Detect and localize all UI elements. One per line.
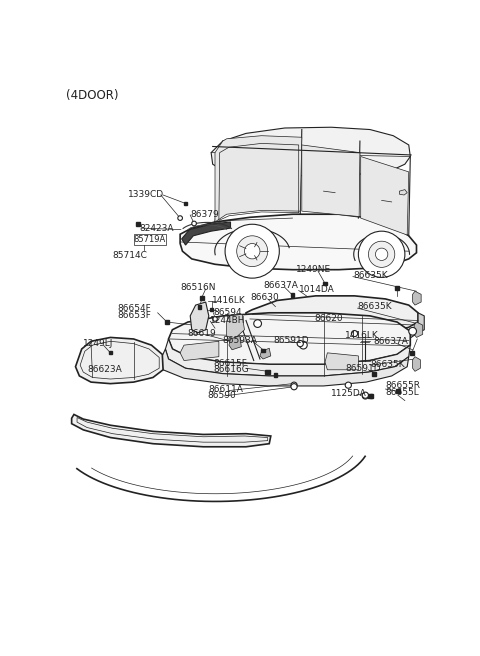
Text: 1249LJ: 1249LJ bbox=[83, 339, 114, 348]
Bar bbox=[368, 394, 372, 398]
Text: 85719A: 85719A bbox=[134, 235, 166, 244]
Bar bbox=[396, 390, 400, 393]
Text: 86635K: 86635K bbox=[353, 272, 387, 280]
Circle shape bbox=[362, 392, 369, 398]
Polygon shape bbox=[413, 291, 421, 305]
Text: 86590: 86590 bbox=[207, 392, 236, 400]
Circle shape bbox=[369, 241, 395, 268]
Bar bbox=[136, 222, 140, 226]
Polygon shape bbox=[360, 157, 409, 235]
Polygon shape bbox=[413, 357, 420, 371]
Polygon shape bbox=[414, 322, 423, 337]
Text: 86593A: 86593A bbox=[223, 336, 258, 345]
Text: 86630: 86630 bbox=[251, 293, 279, 302]
Polygon shape bbox=[72, 415, 271, 447]
Text: 86653F: 86653F bbox=[117, 310, 151, 319]
Polygon shape bbox=[168, 313, 410, 364]
Circle shape bbox=[225, 224, 279, 278]
Text: 1339CD: 1339CD bbox=[128, 190, 164, 199]
Circle shape bbox=[300, 341, 307, 349]
Circle shape bbox=[375, 248, 388, 260]
Circle shape bbox=[297, 340, 303, 346]
Bar bbox=[200, 297, 204, 300]
Text: 86619: 86619 bbox=[188, 329, 216, 338]
Circle shape bbox=[254, 319, 262, 327]
Text: 1416LK: 1416LK bbox=[345, 331, 379, 340]
Text: 1125DA: 1125DA bbox=[331, 389, 367, 398]
Circle shape bbox=[178, 216, 182, 220]
Text: 86637A: 86637A bbox=[263, 281, 298, 291]
Circle shape bbox=[244, 243, 260, 259]
Bar bbox=[210, 308, 214, 311]
Text: 86655L: 86655L bbox=[385, 388, 419, 397]
Text: 86655R: 86655R bbox=[385, 380, 420, 390]
Text: 86637A: 86637A bbox=[373, 337, 408, 346]
Circle shape bbox=[409, 327, 417, 335]
Text: 86623A: 86623A bbox=[87, 365, 122, 375]
Polygon shape bbox=[181, 222, 230, 245]
Bar bbox=[372, 373, 376, 377]
Text: 85714C: 85714C bbox=[113, 251, 147, 260]
Polygon shape bbox=[229, 336, 241, 350]
Circle shape bbox=[362, 393, 369, 399]
Text: 1249NE: 1249NE bbox=[296, 265, 332, 274]
Polygon shape bbox=[180, 215, 417, 270]
Polygon shape bbox=[161, 349, 409, 386]
Text: 86616G: 86616G bbox=[214, 365, 249, 375]
Bar bbox=[265, 370, 270, 375]
Polygon shape bbox=[399, 190, 407, 195]
Bar bbox=[410, 351, 414, 355]
Polygon shape bbox=[246, 296, 418, 334]
Circle shape bbox=[291, 384, 297, 390]
Polygon shape bbox=[190, 302, 209, 333]
Text: 86615F: 86615F bbox=[214, 359, 247, 368]
Bar bbox=[165, 320, 169, 324]
Circle shape bbox=[351, 331, 358, 337]
Text: 86654F: 86654F bbox=[117, 304, 151, 313]
Polygon shape bbox=[227, 314, 244, 339]
Polygon shape bbox=[325, 353, 359, 370]
Text: 86594: 86594 bbox=[214, 308, 242, 317]
Text: 86635K: 86635K bbox=[358, 302, 392, 311]
Text: 86611A: 86611A bbox=[209, 385, 244, 394]
Polygon shape bbox=[211, 127, 410, 176]
Circle shape bbox=[213, 317, 217, 321]
Bar bbox=[370, 394, 373, 398]
Polygon shape bbox=[302, 145, 360, 216]
Bar bbox=[290, 293, 294, 297]
Polygon shape bbox=[180, 341, 219, 361]
Text: 1416LK: 1416LK bbox=[212, 296, 246, 305]
Text: 86620: 86620 bbox=[314, 314, 343, 323]
Bar bbox=[198, 305, 202, 308]
Bar bbox=[395, 286, 399, 291]
Text: 86591D: 86591D bbox=[345, 363, 381, 373]
Text: 1014DA: 1014DA bbox=[299, 285, 335, 294]
Text: 86635K: 86635K bbox=[370, 360, 405, 369]
Text: 82423A: 82423A bbox=[140, 224, 174, 234]
Bar bbox=[109, 352, 112, 354]
Circle shape bbox=[192, 221, 196, 226]
Bar bbox=[274, 373, 277, 377]
Circle shape bbox=[345, 382, 351, 388]
Text: 86516N: 86516N bbox=[180, 283, 216, 292]
Polygon shape bbox=[418, 313, 424, 333]
Polygon shape bbox=[260, 348, 271, 359]
Polygon shape bbox=[75, 337, 163, 384]
Text: (4DOOR): (4DOOR) bbox=[66, 89, 119, 102]
Bar bbox=[184, 202, 187, 205]
Circle shape bbox=[359, 231, 405, 277]
Circle shape bbox=[237, 236, 268, 266]
Text: 86591D: 86591D bbox=[273, 336, 309, 345]
Polygon shape bbox=[166, 339, 410, 376]
Text: 86379: 86379 bbox=[190, 210, 219, 218]
Circle shape bbox=[291, 382, 297, 388]
Bar bbox=[133, 234, 166, 245]
Text: 1244BH: 1244BH bbox=[210, 316, 246, 325]
Bar bbox=[323, 281, 327, 285]
Bar bbox=[261, 348, 265, 352]
Polygon shape bbox=[244, 321, 418, 345]
Polygon shape bbox=[215, 136, 302, 222]
